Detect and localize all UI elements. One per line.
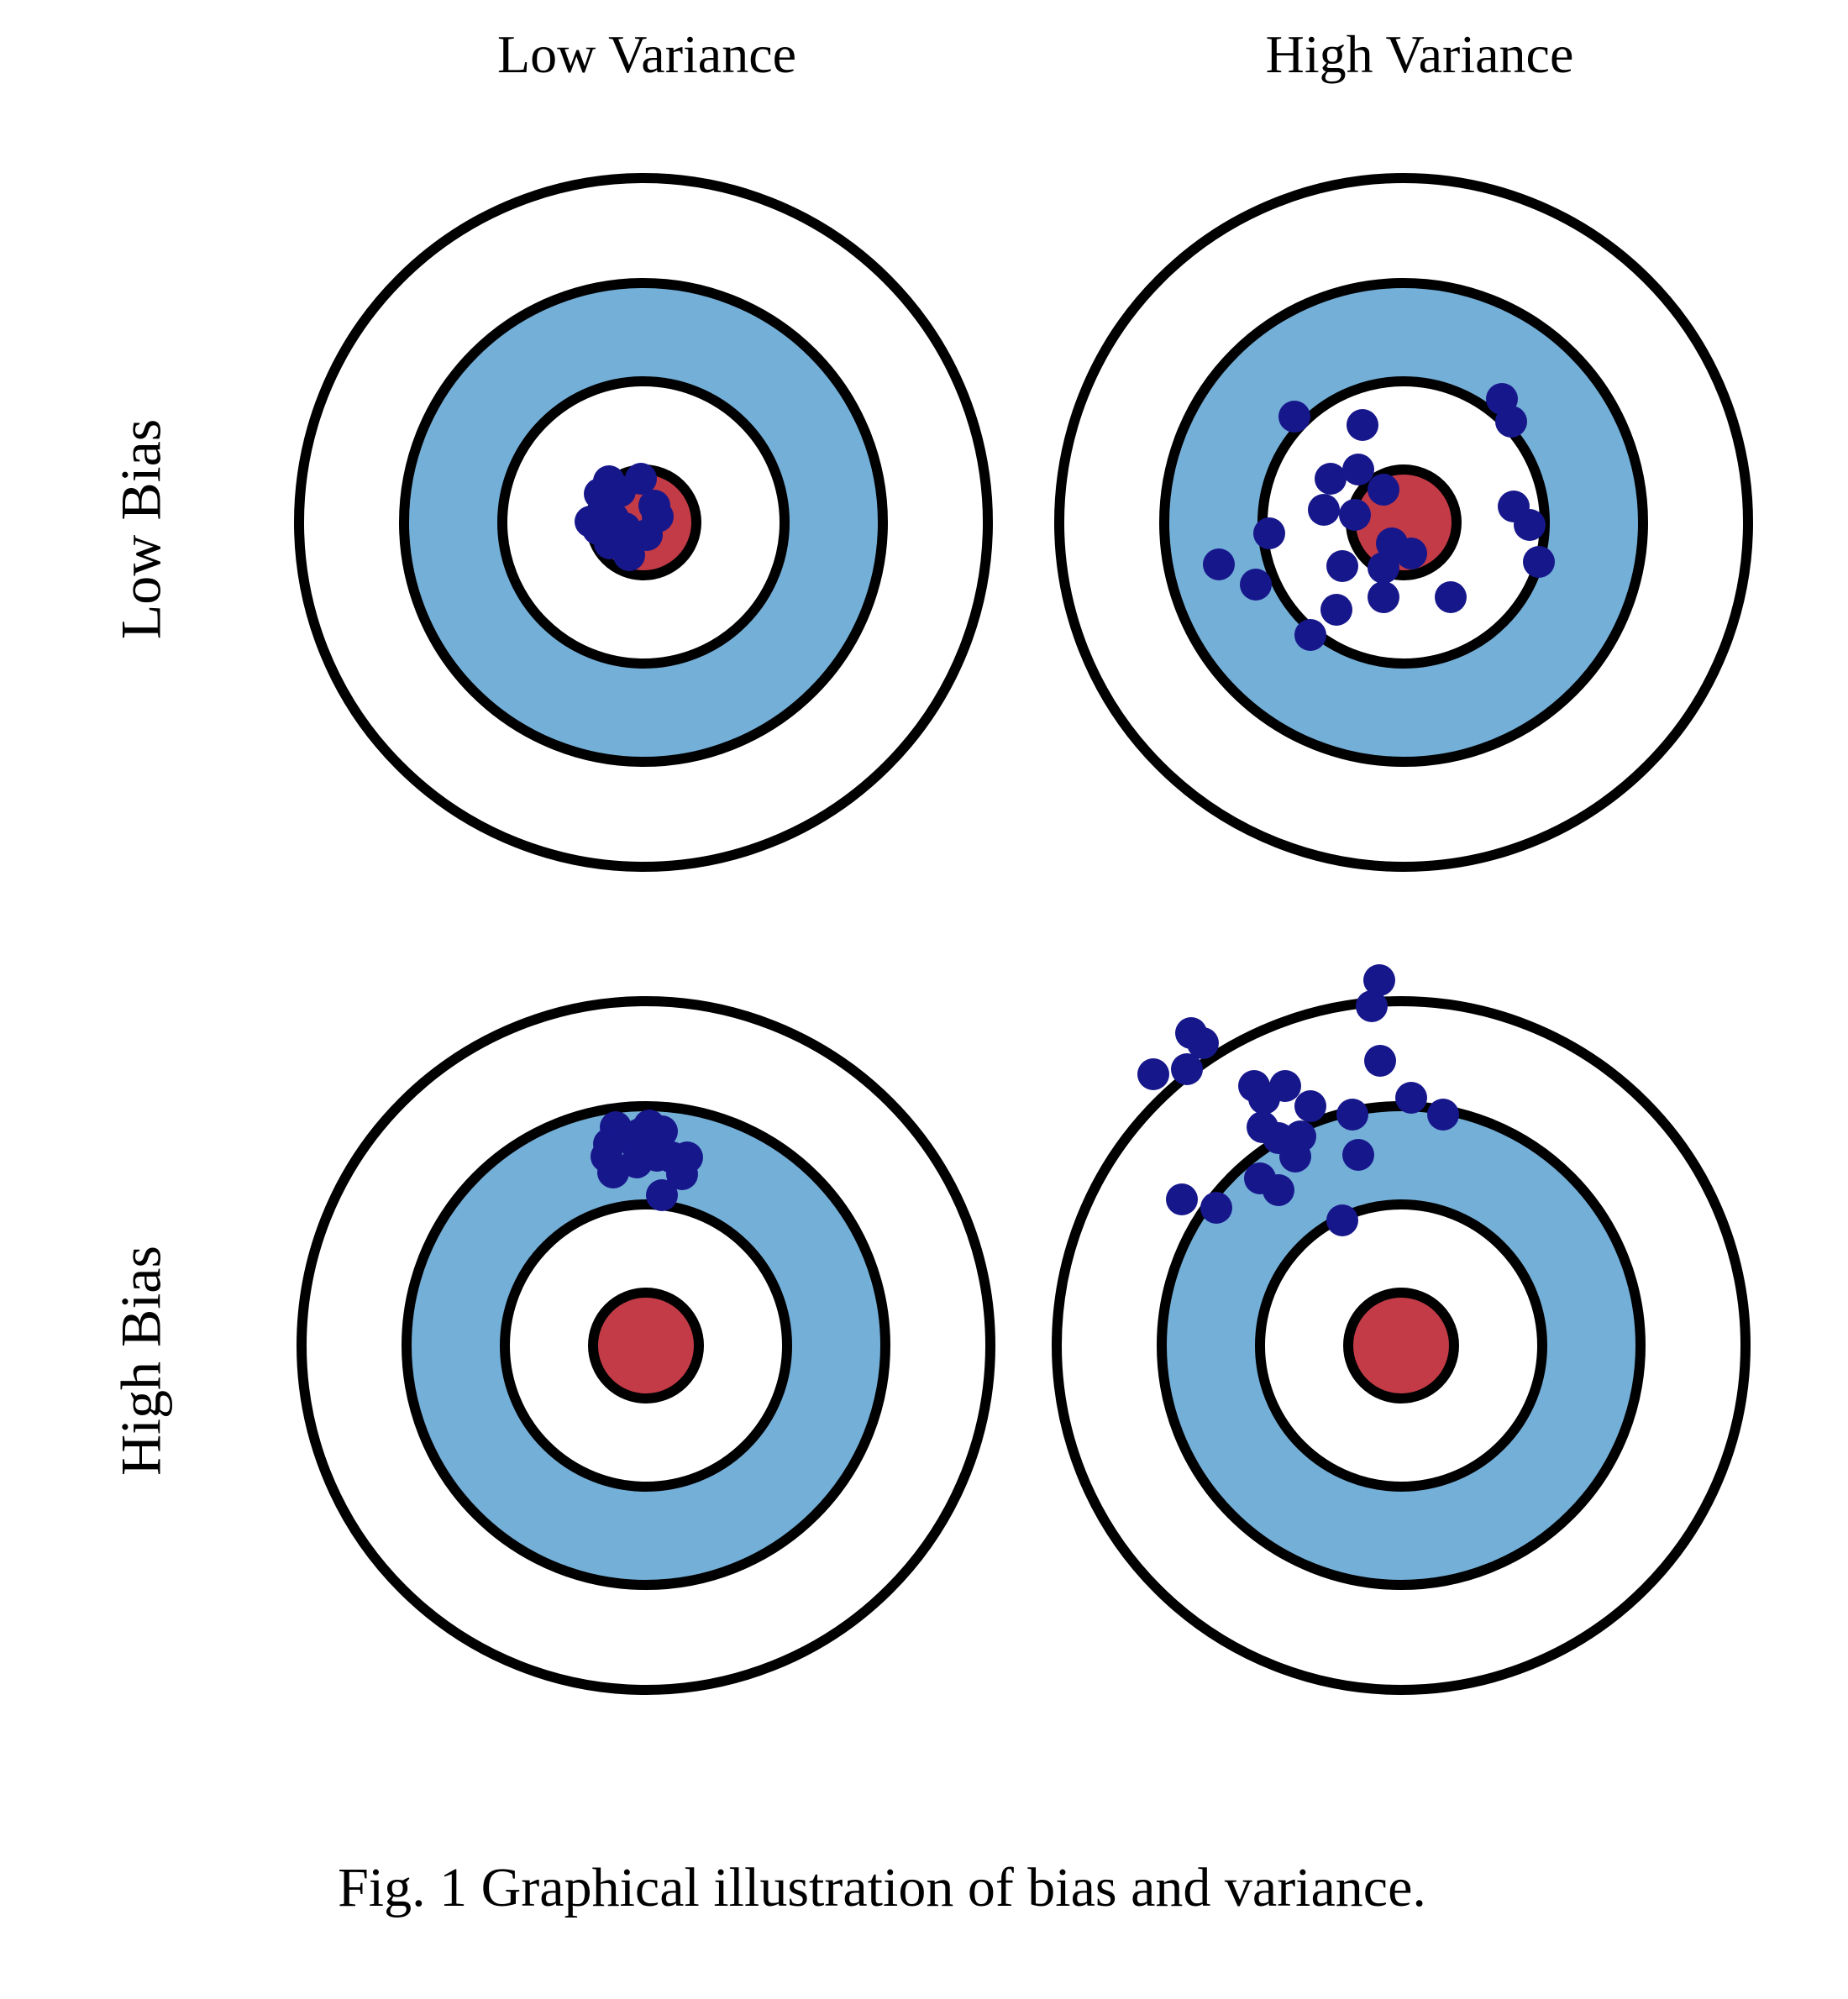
shot-dot bbox=[1368, 552, 1399, 584]
shot-dot bbox=[1294, 619, 1326, 651]
target-high-bias-high-variance bbox=[1052, 964, 1751, 1695]
bullseye-circle bbox=[588, 1288, 704, 1403]
shot-dot bbox=[1342, 1139, 1374, 1171]
shot-dot bbox=[1263, 1174, 1294, 1206]
shot-dot bbox=[646, 1179, 678, 1211]
column-header-high-variance: High Variance bbox=[1265, 24, 1574, 84]
shot-dot bbox=[1294, 1090, 1326, 1122]
shot-dot bbox=[1342, 454, 1374, 485]
shot-dot bbox=[1171, 1053, 1203, 1085]
shot-dot bbox=[1253, 517, 1285, 549]
shot-dot bbox=[1166, 1183, 1198, 1215]
shot-dot bbox=[1279, 1141, 1311, 1173]
shot-dot bbox=[1248, 1083, 1280, 1115]
shot-dot bbox=[1315, 463, 1347, 495]
shot-dot bbox=[1320, 594, 1352, 626]
figure-caption: Fig. 1 Graphical illustration of bias an… bbox=[338, 1857, 1426, 1918]
target-high-bias-low-variance bbox=[297, 996, 995, 1695]
shot-dot bbox=[1137, 1058, 1169, 1090]
shot-dot bbox=[1356, 990, 1388, 1022]
shot-dot bbox=[666, 1158, 698, 1190]
target-low-bias-high-variance bbox=[1054, 173, 1753, 872]
column-header-low-variance: Low Variance bbox=[497, 24, 796, 84]
target-low-bias-low-variance bbox=[294, 173, 993, 872]
shot-dot bbox=[1495, 406, 1527, 438]
shot-dot bbox=[1523, 546, 1555, 578]
shot-dot bbox=[1368, 474, 1399, 506]
shot-dot bbox=[1427, 1099, 1459, 1131]
shot-dot bbox=[1395, 538, 1427, 569]
shot-dot bbox=[1336, 1099, 1368, 1131]
shot-dot bbox=[1514, 509, 1546, 541]
shot-dot bbox=[575, 506, 606, 538]
shot-dot bbox=[1326, 1204, 1358, 1236]
shot-dot bbox=[1278, 401, 1310, 433]
shot-dot bbox=[1339, 499, 1371, 531]
shot-dot bbox=[1364, 1045, 1396, 1077]
shot-dot bbox=[613, 539, 645, 571]
shot-dot bbox=[1395, 1082, 1427, 1114]
shot-dot bbox=[1326, 550, 1358, 582]
shot-dot bbox=[1187, 1027, 1219, 1059]
shot-dot bbox=[1435, 581, 1467, 613]
shot-dot bbox=[1368, 581, 1399, 613]
shot-dot bbox=[1240, 569, 1272, 601]
shot-dot bbox=[1200, 1192, 1232, 1224]
shot-dot bbox=[1203, 548, 1235, 580]
shot-dot bbox=[1308, 494, 1340, 526]
shot-dot bbox=[604, 475, 636, 507]
bullseye-circle bbox=[1343, 1288, 1459, 1403]
shot-dot bbox=[1347, 409, 1378, 441]
shot-dot bbox=[1363, 964, 1395, 996]
shot-dot bbox=[621, 1146, 653, 1178]
